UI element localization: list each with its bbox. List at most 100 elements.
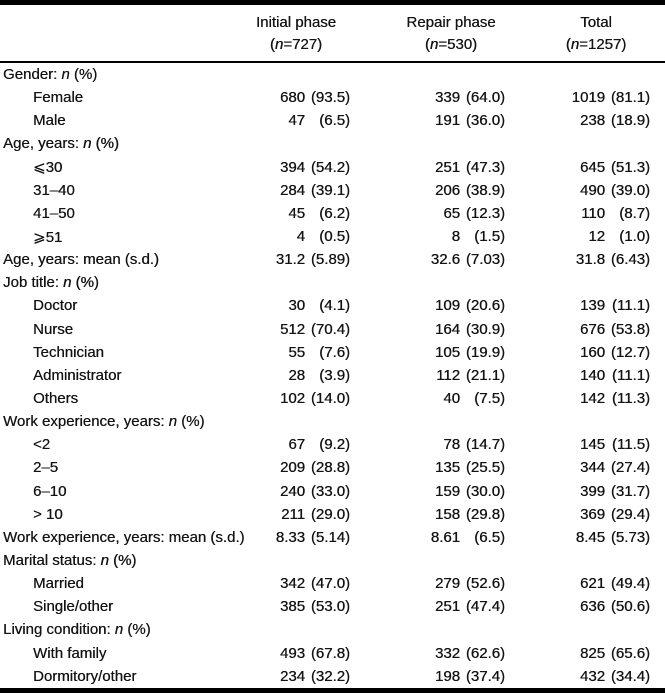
cell-initial-n: 4 <box>296 228 305 246</box>
cell-total-pct: (34.4) <box>610 667 650 685</box>
cell-total-pct: (53.8) <box>610 320 650 338</box>
row-label: <2 <box>0 436 250 453</box>
cell-total-n: 432 <box>579 667 605 685</box>
cell-repair-pct: (47.3) <box>465 158 505 176</box>
cell-initial-n: 31.2 <box>275 251 305 269</box>
cell-repair-pct: (52.6) <box>465 575 505 593</box>
row-label-text: 2–5 <box>33 459 59 477</box>
group-label-suffix: (%) <box>71 274 99 292</box>
column-n-prefix: ( <box>424 36 430 53</box>
group-label-n-symbol: n <box>63 274 72 292</box>
cell-repair-pct: (47.4) <box>465 598 505 616</box>
column-header-text: Repair phase (n=530) <box>397 12 505 56</box>
cell-total-pct: (51.3) <box>610 158 650 176</box>
cell-repair-pct: (29.8) <box>465 505 505 523</box>
row-label-text: Technician <box>33 343 104 361</box>
cell-repair-phase: 32.6 (7.03) <box>350 251 505 268</box>
cell-total-pct: (11.5) <box>611 436 650 454</box>
cell-total: 238 (18.9) <box>505 112 650 129</box>
cell-repair-pct: (6.5) <box>474 528 505 546</box>
cell-initial-pct: (33.0) <box>310 482 350 500</box>
row-label: 41–50 <box>0 205 250 222</box>
group-label-n-symbol: n <box>61 66 70 84</box>
cell-total-n: 1019 <box>571 89 605 107</box>
cell-repair-n: 112 <box>436 366 460 384</box>
column-header-text: Initial phase (n=727) <box>242 12 350 56</box>
cell-total: 160 (12.7) <box>505 344 650 361</box>
cell-repair-n: 164 <box>434 320 460 338</box>
cell-repair-phase: 78 (14.7) <box>350 436 505 453</box>
row-label-text: ⩾51 <box>33 228 63 246</box>
cell-repair-pct: (7.5) <box>474 390 505 408</box>
cell-total: 621 (49.4) <box>505 575 650 592</box>
cell-repair-pct: (7.03) <box>465 251 505 269</box>
cell-initial-pct: (93.5) <box>310 89 350 107</box>
row-label-text: With family <box>33 644 107 662</box>
cell-initial-phase: 493 (67.8) <box>250 645 350 662</box>
cell-total: 8.45 (5.73) <box>505 529 650 546</box>
row-label: With family <box>0 645 250 662</box>
row-label-text: Work experience, years: mean (s.d.) <box>3 528 245 546</box>
cell-initial-phase: 209 (28.8) <box>250 459 350 476</box>
cell-total-n: 636 <box>579 598 605 616</box>
cell-total: 31.8 (6.43) <box>505 251 650 268</box>
cell-repair-n: 135 <box>434 459 460 477</box>
cell-total: 645 (51.3) <box>505 159 650 176</box>
cell-total-pct: (12.7) <box>610 343 650 361</box>
row-label: Doctor <box>0 297 250 314</box>
cell-initial-pct: (4.1) <box>319 297 350 315</box>
cell-repair-n: 158 <box>434 505 460 523</box>
group-label: Gender: n (%) <box>0 66 650 83</box>
cell-initial-phase: 28 (3.9) <box>250 367 350 384</box>
cell-total: 1019 (81.1) <box>505 89 650 106</box>
cell-repair-n: 279 <box>434 575 460 593</box>
group-label-n-symbol: n <box>83 135 92 153</box>
row-label: Single/other <box>0 598 250 615</box>
cell-initial-phase: 47 (6.5) <box>250 112 350 129</box>
cell-total-n: 139 <box>579 297 605 315</box>
table-row: Technician 55 (7.6) 105 (19.9) 160 (12.7) <box>0 341 665 364</box>
row-label: Others <box>0 390 250 407</box>
table-row: Single/other 385 (53.0) 251 (47.4) 636 (50.… <box>0 595 665 618</box>
table-header: Initial phase (n=727) Repair phase (n=53… <box>0 5 665 61</box>
cell-repair-phase: 8 (1.5) <box>350 228 505 245</box>
group-label: Job title: n (%) <box>0 274 650 291</box>
group-label-suffix: (%) <box>108 552 137 570</box>
table-row: 41–50 45 (6.2) 65 (12.3) 110 (8.7) <box>0 202 665 225</box>
cell-repair-pct: (64.0) <box>465 89 505 107</box>
column-n-suffix: =1257) <box>579 36 627 53</box>
row-label-text: Single/other <box>33 598 114 616</box>
cell-repair-phase: 164 (30.9) <box>350 321 505 338</box>
table-row-group-header: Work experience, years: n (%) <box>0 410 665 433</box>
cell-total: 825 (65.6) <box>505 645 650 662</box>
cell-initial-n: 67 <box>288 436 305 454</box>
table-row: 6–10 240 (33.0) 159 (30.0) 399 (31.7) <box>0 480 665 503</box>
cell-initial-n: 385 <box>279 598 305 616</box>
column-title: Total <box>580 14 612 31</box>
cell-repair-phase: 191 (36.0) <box>350 112 505 129</box>
top-rule <box>0 0 665 5</box>
cell-total: 139 (11.1) <box>505 297 650 314</box>
cell-initial-phase: 45 (6.2) <box>250 205 350 222</box>
cell-total-pct: (81.1) <box>610 89 650 107</box>
cell-initial-n: 28 <box>288 366 305 384</box>
cell-repair-n: 251 <box>434 158 460 176</box>
row-label: 2–5 <box>0 459 250 476</box>
cell-repair-phase: 251 (47.3) <box>350 159 505 176</box>
cell-total-n: 160 <box>579 343 605 361</box>
row-label: Male <box>0 112 250 129</box>
cell-total: 399 (31.7) <box>505 483 650 500</box>
cell-initial-n: 234 <box>279 667 305 685</box>
cell-initial-phase: 30 (4.1) <box>250 297 350 314</box>
cell-repair-phase: 40 (7.5) <box>350 390 505 407</box>
group-label-text: Job title: <box>3 274 64 292</box>
header-rule <box>0 61 665 63</box>
cell-repair-phase: 8.61 (6.5) <box>350 529 505 546</box>
group-label-n-symbol: n <box>114 621 124 639</box>
cell-total: 142 (11.3) <box>505 390 650 407</box>
cell-initial-pct: (6.2) <box>319 204 350 222</box>
cell-repair-pct: (14.7) <box>465 436 505 454</box>
cell-repair-pct: (37.4) <box>465 667 505 685</box>
group-label-n-symbol: n <box>100 552 109 570</box>
group-label: Work experience, years: n (%) <box>0 413 650 430</box>
